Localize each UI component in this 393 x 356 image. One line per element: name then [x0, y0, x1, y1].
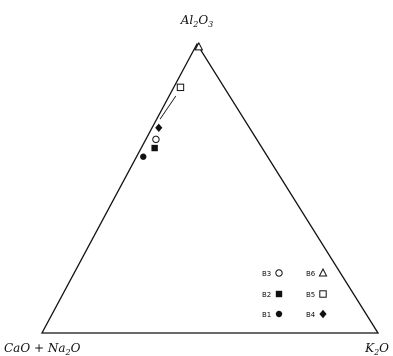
data-point-b6: [194, 41, 204, 51]
trend-lines: [133, 95, 177, 163]
legend: B3 B2 B1 B6 B5 B4: [262, 267, 328, 319]
data-point-b3: [152, 135, 160, 144]
trend-line-solid: [159, 95, 177, 120]
data-point-b2: [151, 144, 158, 152]
legend-marker-b4: [319, 309, 327, 319]
legend-marker-b6: [318, 267, 328, 277]
legend-marker-b2: [275, 290, 283, 298]
ternary-triangle: [40, 42, 380, 334]
legend-label-b1: B1: [262, 311, 271, 319]
legend-label-b4: B4: [306, 311, 316, 319]
data-point-b5: [176, 83, 185, 92]
legend-label-b5: B5: [306, 291, 315, 299]
apex-label-left: CaO + Na2O: [4, 341, 81, 356]
legend-marker-b1: [275, 310, 283, 318]
legend-label-b6: B6: [306, 270, 316, 278]
data-point-b4: [155, 123, 163, 133]
apex-label-right: K2O: [364, 341, 389, 356]
data-point-b1: [140, 153, 147, 160]
legend-label-b3: B3: [262, 270, 271, 278]
data-points: [140, 41, 204, 160]
legend-label-b2: B2: [262, 291, 271, 299]
legend-marker-b3: [275, 269, 283, 277]
apex-label-top: Al2O3: [180, 13, 214, 29]
legend-marker-b5: [319, 290, 327, 298]
